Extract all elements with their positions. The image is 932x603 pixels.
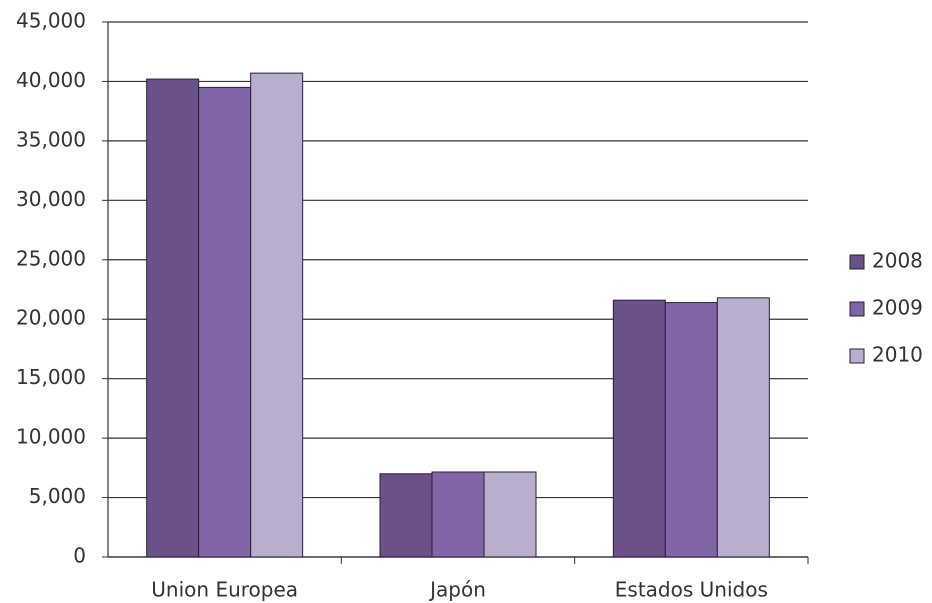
bar: [664, 302, 718, 558]
legend-label: 2009: [872, 296, 923, 320]
bar: [146, 78, 200, 558]
bar: [483, 471, 537, 558]
bar: [198, 86, 252, 558]
legend-swatch: [849, 348, 865, 364]
bar: [250, 72, 304, 558]
legend-swatch: [849, 254, 865, 270]
y-tick-label: 15,000: [16, 365, 86, 389]
y-tick-label: 30,000: [16, 187, 86, 211]
x-tick-label: Estados Unidos: [615, 578, 768, 602]
legend-label: 2008: [872, 249, 923, 273]
y-tick-label: 10,000: [16, 425, 86, 449]
y-tick-label: 25,000: [16, 246, 86, 270]
y-tick-label: 5,000: [29, 484, 86, 508]
legend-label: 2010: [872, 343, 923, 367]
bar: [431, 471, 485, 558]
bar: [716, 297, 770, 558]
legend-swatch: [849, 301, 865, 317]
y-tick-label: 0: [73, 544, 86, 568]
x-tick-label: Japón: [428, 578, 486, 602]
y-tick-label: 40,000: [16, 68, 86, 92]
x-tick-label: Union Europea: [151, 578, 298, 602]
bar: [612, 299, 666, 558]
bar: [379, 473, 433, 558]
y-tick-label: 35,000: [16, 127, 86, 151]
y-tick-label: 45,000: [16, 9, 86, 33]
y-tick-label: 20,000: [16, 306, 86, 330]
